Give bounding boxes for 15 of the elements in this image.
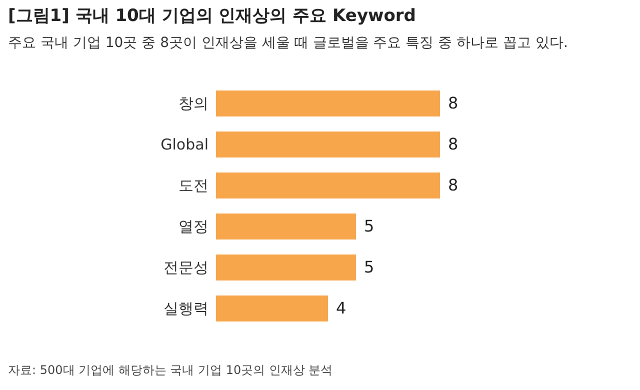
data-label: 5 xyxy=(364,258,374,276)
chart-subtitle: 주요 국내 기업 10곳 중 8곳이 인재상을 세울 때 글로벌을 주요 특징 중 하나로 꼽고 있다. xyxy=(8,34,569,53)
y-tick-label: Global xyxy=(160,136,208,154)
y-tick-label: 전문성 xyxy=(164,258,208,276)
text: 자료: 500대 기업에 해당하는 국내 기업 10곳의 인재상 분석 xyxy=(8,362,333,379)
data-label: 5 xyxy=(364,216,374,236)
y-tick-label: 열정 xyxy=(178,218,208,236)
chart-title: [그림1] 국내 10대 기업의 인재상의 주요 Keyword xyxy=(8,5,416,27)
data-label: 4 xyxy=(336,298,346,318)
y-tick-label: 실행력 xyxy=(164,300,208,318)
y-tick-label: 창의 xyxy=(178,94,208,112)
data-label: 8 xyxy=(448,134,458,154)
data-label: 8 xyxy=(448,176,458,194)
data-label: 8 xyxy=(448,94,458,112)
y-tick-label: 도전 xyxy=(178,176,208,194)
